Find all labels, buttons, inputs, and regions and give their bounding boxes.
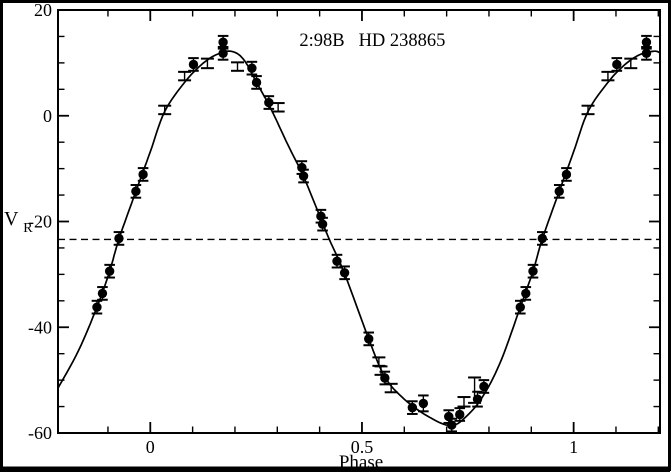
data-point — [217, 46, 229, 61]
data-point — [446, 417, 458, 433]
data-points-group — [91, 34, 652, 433]
data-point — [104, 263, 115, 279]
error-bar-point — [601, 70, 615, 82]
data-point — [478, 379, 490, 394]
data-point — [263, 95, 275, 110]
data-point — [514, 299, 526, 315]
data-point — [188, 57, 199, 72]
error-bar-point — [374, 365, 388, 376]
data-point — [407, 400, 418, 415]
plot-frame — [57, 9, 661, 434]
data-point — [130, 184, 142, 199]
chart-title-part-1: 2:98B — [299, 31, 344, 51]
data-point — [91, 299, 103, 315]
error-bar-point — [624, 57, 638, 70]
data-point — [317, 216, 328, 232]
tick-labels-group: 0 0.5 1 20 0 -20 -40 -60 — [28, 0, 578, 457]
data-point — [97, 286, 108, 301]
data-point — [641, 46, 652, 61]
error-bar-point — [271, 102, 285, 113]
error-bar-point — [158, 104, 172, 116]
data-point — [553, 184, 565, 199]
y-tick-label: -60 — [28, 423, 52, 443]
y-axis-label: V R — [4, 208, 33, 236]
data-point — [298, 168, 309, 184]
axis-ticks-group — [58, 9, 660, 434]
data-point — [561, 167, 572, 182]
error-bar-point — [384, 382, 398, 394]
image-border-bottom — [0, 466, 670, 472]
data-point — [537, 231, 548, 246]
error-bar-point — [457, 396, 471, 408]
data-point — [611, 57, 623, 72]
y-tick-label: -40 — [28, 317, 52, 337]
y-axis-label-sub: R — [23, 221, 33, 236]
x-tick-label: 1 — [569, 437, 578, 457]
chart-title-part-2: HD 238865 — [359, 31, 446, 51]
data-point — [418, 394, 429, 413]
data-point — [454, 407, 466, 422]
x-tick-label: 0 — [146, 437, 155, 457]
x-tick-label: 0.5 — [351, 437, 374, 457]
data-point — [527, 263, 539, 279]
y-tick-label: 0 — [43, 106, 52, 126]
error-bar-point — [468, 376, 482, 404]
data-point — [520, 286, 532, 301]
data-point — [113, 231, 125, 246]
y-tick-label: -20 — [28, 212, 52, 232]
y-tick-label: 20 — [34, 0, 52, 20]
data-point — [251, 75, 262, 90]
error-bar-point — [230, 61, 244, 72]
data-point — [246, 60, 258, 76]
data-point — [331, 253, 343, 269]
error-bar-point — [581, 104, 595, 116]
y-axis-label-base: V — [4, 208, 19, 230]
data-point — [339, 265, 350, 281]
data-point — [363, 331, 375, 347]
error-bar-point — [178, 70, 192, 82]
data-point — [137, 167, 149, 182]
error-bar-point — [200, 57, 214, 70]
